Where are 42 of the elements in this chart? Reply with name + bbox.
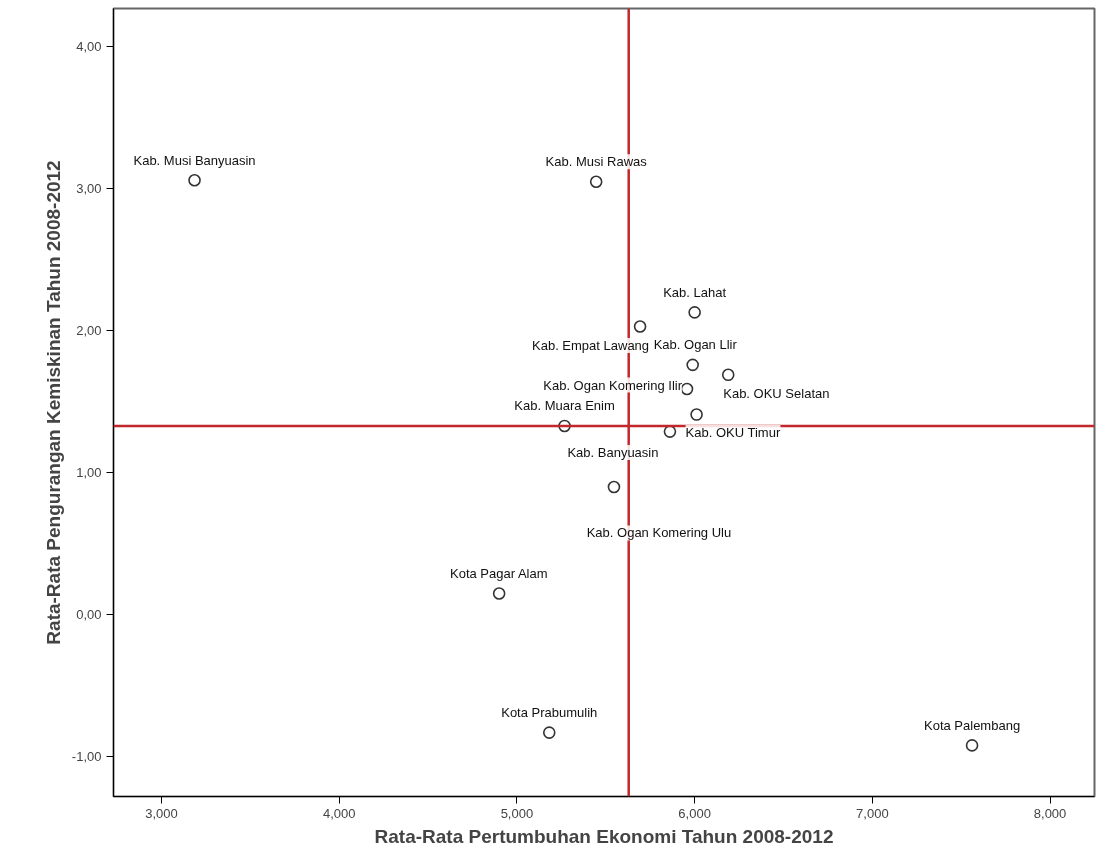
annotation: Kab. OKU Selatan <box>723 386 830 402</box>
x-tick-label: 6,000 <box>678 805 711 821</box>
x-tick-label: 7,000 <box>856 805 889 821</box>
point <box>688 306 701 319</box>
y-tick-label: 1,00 <box>76 465 102 481</box>
x-tick-label: 5,000 <box>500 805 534 821</box>
annotation: Kab. Ogan Komering Ilir <box>543 377 683 393</box>
annotation: Kota Prabumulih <box>501 705 598 721</box>
y-tick-label: 3,00 <box>76 181 102 197</box>
y-tick-label: -1,00 <box>71 749 102 765</box>
annotation: Kab. Empat Lawang <box>532 338 650 354</box>
x-tick-label: 8,000 <box>1033 805 1067 821</box>
point <box>492 587 506 600</box>
x-tick-label: 3,000 <box>145 805 178 821</box>
annotation: Kab. Muara Enim <box>514 398 615 414</box>
point <box>589 175 603 189</box>
annotation: Kota Pagar Alam <box>450 565 548 581</box>
y-tick-label: 4,00 <box>76 39 102 55</box>
x-axis-title: Rata-Rata Pertumbuhan Ekonomi Tahun 2008-2012 <box>374 825 834 847</box>
y-tick-label: 2,00 <box>76 323 102 339</box>
point <box>633 320 647 333</box>
point <box>542 726 556 739</box>
annotation: Kab. Banyuasin <box>567 445 659 461</box>
point <box>663 425 677 438</box>
point <box>690 408 703 421</box>
point <box>607 480 621 494</box>
annotation: Kab. Lahat <box>663 284 727 300</box>
annotation: Kota Palembang <box>923 717 1021 733</box>
x-tick-label: 4,000 <box>322 805 356 821</box>
annotation: Kab. Musi Banyuasin <box>133 152 256 168</box>
y-tick-label: 0,00 <box>76 607 102 623</box>
annotation: Kab. OKU Timur <box>685 425 781 441</box>
point <box>686 358 699 372</box>
point <box>965 739 979 752</box>
annotation: Kab. Musi Rawas <box>545 154 648 170</box>
point <box>680 382 694 396</box>
y-axis-title: Rata-Rata Pengurangan Kemiskinan Tahun 2008-2012 <box>42 160 64 645</box>
point <box>558 419 571 433</box>
point <box>188 174 201 187</box>
point <box>721 368 735 382</box>
annotation: Kab. Ogan Llir <box>653 337 738 353</box>
annotation: Kab. Ogan Komering Ulu <box>586 525 732 541</box>
